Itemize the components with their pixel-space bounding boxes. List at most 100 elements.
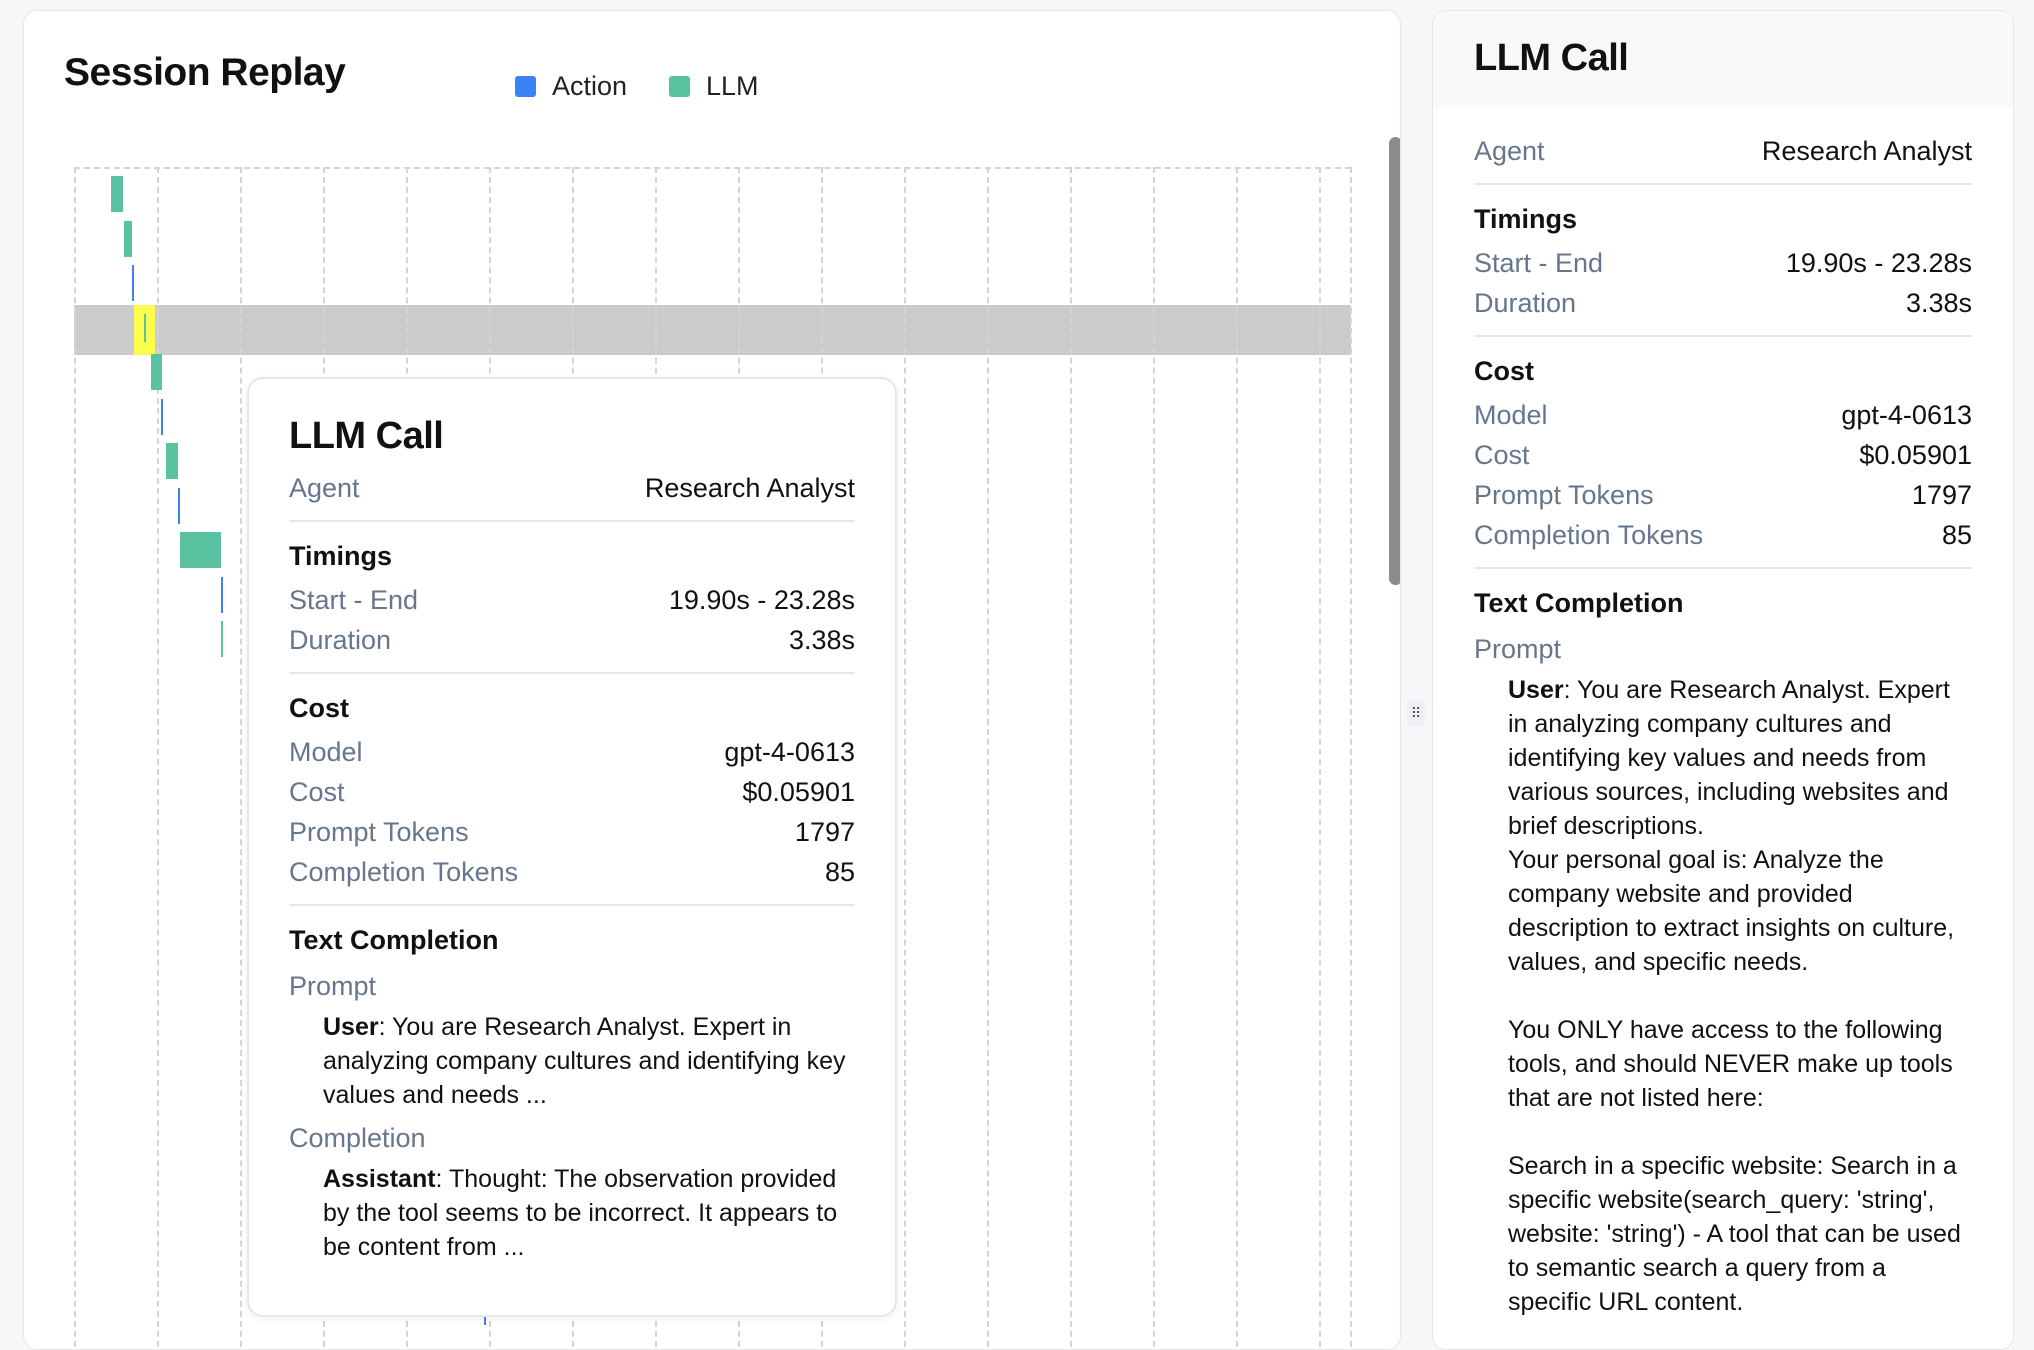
- role: User: [323, 1013, 379, 1041]
- model-row: Model gpt-4-0613: [1474, 395, 1972, 435]
- value: 3.38s: [1905, 288, 1972, 318]
- cost-row: Cost $0.05901: [1474, 435, 1972, 475]
- role: User: [1508, 676, 1564, 704]
- label: Duration: [1474, 288, 1577, 318]
- prompt-text: User: You are Research Analyst. Expert i…: [289, 1010, 855, 1112]
- llm-bar[interactable]: [151, 354, 162, 390]
- grid-line: [157, 167, 159, 1349]
- legend-swatch-action: [515, 76, 536, 97]
- section-title: Timings: [1474, 204, 1578, 234]
- value: $0.05901: [742, 777, 855, 807]
- session-replay-panel: Session Replay Action LLM LLM Call Agent…: [23, 10, 1401, 1350]
- llm-bar[interactable]: [123, 220, 133, 257]
- agent-row: Agent Research Analyst: [289, 468, 855, 508]
- grid-line: [1153, 167, 1155, 1349]
- completion-tokens-row: Completion Tokens 85: [1474, 515, 1972, 555]
- label: Completion Tokens: [1474, 520, 1704, 550]
- legend-llm: LLM: [669, 71, 759, 102]
- value: $0.05901: [1859, 440, 1972, 470]
- grid-line-top: [74, 167, 1351, 169]
- label: Completion Tokens: [289, 857, 519, 887]
- model-row: Model gpt-4-0613: [289, 732, 855, 772]
- duration-row: Duration 3.38s: [1474, 283, 1972, 323]
- llm-call-detail-panel: LLM Call Agent Research Analyst Timings S…: [1432, 10, 2014, 1350]
- section-title: Text Completion: [289, 925, 499, 955]
- prompt-tokens-row: Prompt Tokens 1797: [289, 812, 855, 852]
- tooltip-title: LLM Call: [289, 415, 444, 457]
- prompt-label: Prompt: [289, 971, 377, 1001]
- value: 19.90s - 23.28s: [1785, 248, 1972, 278]
- legend-action: Action: [515, 71, 627, 102]
- prompt-label: Prompt: [1474, 634, 1562, 664]
- section-title: Cost: [1474, 356, 1534, 386]
- timeline-chart[interactable]: [74, 167, 1352, 1349]
- section-title: Timings: [289, 541, 393, 571]
- prompt-text: User: You are Research Analyst. Expert i…: [1474, 673, 1972, 1319]
- value: 1797: [1911, 480, 1972, 510]
- highlighted-row: [74, 304, 1351, 355]
- label: Agent: [1474, 136, 1545, 166]
- label: Agent: [289, 473, 360, 503]
- llm-bar[interactable]: [220, 621, 223, 657]
- panel-title: LLM Call: [1474, 37, 1629, 79]
- label: Model: [1474, 400, 1548, 430]
- action-bar[interactable]: [220, 576, 223, 613]
- value: Research Analyst: [644, 473, 855, 503]
- completion-text: Assistant: Thought: The observation prov…: [289, 1162, 855, 1264]
- label: Duration: [289, 625, 392, 655]
- llm-bar[interactable]: [110, 176, 123, 212]
- value: 3.38s: [788, 625, 855, 655]
- grid-line-right: [1350, 167, 1352, 1349]
- action-bar[interactable]: [132, 265, 135, 301]
- divider: [289, 520, 855, 522]
- value: 85: [824, 857, 855, 887]
- prompt-tokens-row: Prompt Tokens 1797: [1474, 475, 1972, 515]
- divider: [289, 672, 855, 674]
- value: gpt-4-0613: [724, 737, 855, 767]
- llm-bar[interactable]: [144, 313, 147, 342]
- role: Assistant: [323, 1165, 436, 1193]
- start-end-row: Start - End 19.90s - 23.28s: [1474, 243, 1972, 283]
- label: Start - End: [1474, 248, 1604, 278]
- grid-line: [1236, 167, 1238, 1349]
- value: 1797: [794, 817, 855, 847]
- label: Start - End: [289, 585, 419, 615]
- text: : You are Research Analyst. Expert in an…: [323, 1013, 853, 1109]
- action-bar[interactable]: [177, 487, 180, 524]
- grid-line: [1319, 167, 1321, 1349]
- completion-label: Completion: [289, 1123, 426, 1153]
- value: 19.90s - 23.28s: [668, 585, 855, 615]
- llm-bar[interactable]: [165, 443, 178, 479]
- legend-label: LLM: [706, 71, 759, 101]
- legend-label: Action: [552, 71, 628, 101]
- grid-line: [987, 167, 989, 1349]
- label: Prompt Tokens: [1474, 480, 1654, 510]
- llm-call-tooltip: LLM Call Agent Research Analyst Timings S…: [247, 377, 897, 1317]
- agent-row: Agent Research Analyst: [1474, 131, 1972, 171]
- start-end-row: Start - End 19.90s - 23.28s: [289, 580, 855, 620]
- cost-row: Cost $0.05901: [289, 772, 855, 812]
- value: 85: [1941, 520, 1972, 550]
- label: Prompt Tokens: [289, 817, 469, 847]
- duration-row: Duration 3.38s: [289, 620, 855, 660]
- label: Cost: [1474, 440, 1530, 470]
- page-title: Session Replay: [64, 51, 346, 94]
- divider: [1474, 567, 1972, 569]
- label: Cost: [289, 777, 345, 807]
- label: Model: [289, 737, 363, 767]
- text: : Thought: The observation provided by t…: [323, 1165, 845, 1261]
- value: Research Analyst: [1761, 136, 1972, 166]
- completion-tokens-row: Completion Tokens 85: [289, 852, 855, 892]
- grid-line: [1070, 167, 1072, 1349]
- divider: [1474, 335, 1972, 337]
- section-title: Cost: [289, 693, 349, 723]
- text: : You are Research Analyst. Expert in an…: [1508, 676, 1961, 1316]
- scrollbar[interactable]: [1389, 137, 1400, 585]
- grid-line: [240, 167, 242, 1349]
- llm-bar[interactable]: [179, 532, 221, 568]
- action-bar[interactable]: [160, 398, 164, 435]
- resize-handle-icon[interactable]: ⠿: [1407, 700, 1425, 726]
- grid-line: [904, 167, 906, 1349]
- grid-line: [74, 167, 76, 1349]
- value: gpt-4-0613: [1841, 400, 1972, 430]
